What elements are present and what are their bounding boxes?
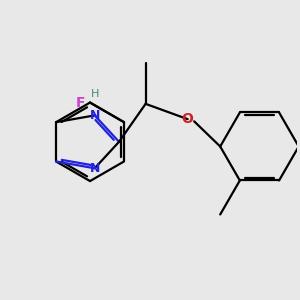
Text: H: H	[91, 89, 99, 99]
Text: O: O	[182, 112, 194, 126]
Text: F: F	[76, 96, 86, 110]
Text: N: N	[89, 162, 100, 175]
Text: N: N	[89, 109, 100, 122]
